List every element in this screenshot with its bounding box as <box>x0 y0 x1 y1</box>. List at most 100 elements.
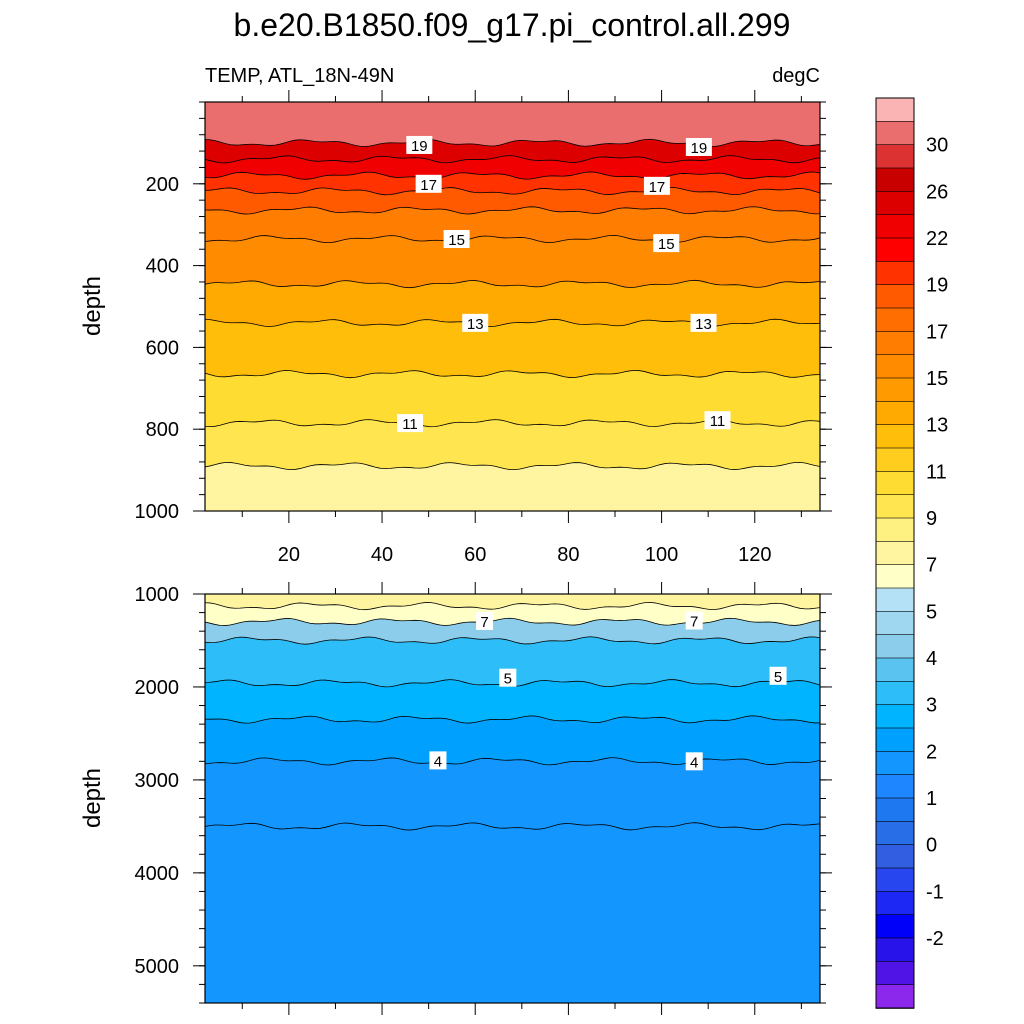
contour-line <box>205 187 820 196</box>
colorbar-swatch <box>875 307 915 333</box>
contour-label-box <box>685 611 703 630</box>
y-axis-label: depth <box>79 276 106 336</box>
contour-label-text: 13 <box>695 316 712 333</box>
contour-label-box <box>643 176 670 195</box>
colorbar-swatch <box>875 261 915 286</box>
colorbar-swatch <box>875 751 915 776</box>
y-tick-label: 1000 <box>135 501 180 523</box>
contour-label-text: 17 <box>649 179 666 196</box>
colorbar-label: -2 <box>926 928 944 950</box>
y-tick-label: 400 <box>146 256 179 278</box>
contour-line <box>205 617 820 626</box>
units-label: degC <box>772 65 820 87</box>
contour-line <box>205 206 820 215</box>
contour-label-box <box>769 666 787 685</box>
colorbar-label: 17 <box>926 321 948 343</box>
x-tick-label: 120 <box>738 544 771 566</box>
colorbar-swatch <box>875 634 915 659</box>
contour-label-text: 13 <box>467 316 484 333</box>
colorbar-label: 15 <box>926 368 948 390</box>
contour-label-text: 5 <box>504 671 512 688</box>
upper-panel: 19 19 17 17 15 15 13 13 11 11 200 400 600 800 1000 20 40… <box>79 90 832 566</box>
colorbar-swatch <box>875 237 915 263</box>
colorbar-swatch <box>875 331 915 356</box>
contour-label-text: 7 <box>480 614 488 631</box>
colorbar-label: -1 <box>926 881 944 903</box>
contour-line-label: 11 <box>397 414 423 433</box>
contour-line-label: 5 <box>769 666 787 686</box>
contour-label-box <box>653 234 680 253</box>
colorbar-swatch <box>875 984 915 1009</box>
x-tick-label: 80 <box>557 544 579 566</box>
lower-panel: 7 7 5 5 4 4 1000 2000 3000 4000 5000 depth <box>79 582 832 1015</box>
contour-line-label: 7 <box>476 611 494 631</box>
colorbar-swatch <box>875 564 915 589</box>
colorbar-swatch <box>875 377 915 403</box>
contour-line <box>205 318 820 327</box>
contour-line <box>205 171 820 180</box>
contour-label-box <box>704 411 731 430</box>
y-tick-label: 600 <box>146 337 179 359</box>
contour-line-label: 15 <box>443 230 470 249</box>
y-tick-label: 200 <box>146 174 179 196</box>
contour-label-text: 4 <box>690 754 698 771</box>
colorbar-swatch <box>875 121 915 146</box>
colorbar-label: 3 <box>926 695 937 717</box>
contour-label-box <box>685 752 703 771</box>
figure-title: b.e20.B1850.f09_g17.pi_control.all.299 <box>234 7 791 43</box>
colorbar-swatch <box>875 541 915 566</box>
colorbar-frame <box>875 97 915 1009</box>
colorbar-label: 26 <box>926 181 948 203</box>
contour-band <box>205 822 820 1003</box>
colorbar-label: 9 <box>926 508 937 530</box>
y-tick-label: 4000 <box>135 863 180 885</box>
contour-area <box>205 102 820 511</box>
colorbar-swatch <box>875 354 915 379</box>
contour-label-box <box>690 313 717 332</box>
contour-label-text: 11 <box>710 413 726 430</box>
colorbar-swatch <box>875 284 915 309</box>
colorbar-swatch <box>875 961 915 986</box>
contour-label-text: 11 <box>402 416 418 433</box>
contour-label-text: 19 <box>411 138 428 155</box>
colorbar-swatch <box>875 657 915 683</box>
contour-line <box>205 822 820 831</box>
y-tick-label: 2000 <box>135 677 180 699</box>
colorbar-swatch <box>875 494 915 519</box>
contour-label-text: 19 <box>691 140 708 157</box>
x-tick-label: 60 <box>464 544 486 566</box>
colorbar-swatch <box>875 167 915 193</box>
contour-line-label: 13 <box>690 313 717 333</box>
colorbar-swatch <box>875 867 915 893</box>
colorbar-swatch <box>875 587 915 613</box>
contour-label-text: 4 <box>434 753 442 770</box>
colorbar-swatch <box>875 727 915 753</box>
contour-band <box>205 462 820 511</box>
colorbar-swatch <box>875 891 915 916</box>
contour-line-label: 15 <box>653 234 680 253</box>
contour-label-box <box>499 668 517 687</box>
plot-frame <box>204 101 821 512</box>
contour-label-text: 7 <box>690 613 698 630</box>
colorbar-label: 11 <box>926 461 947 483</box>
colorbar-swatch <box>875 704 915 729</box>
colorbar-swatch <box>875 797 915 823</box>
colorbar-swatch <box>875 937 915 963</box>
colorbar-swatch <box>875 681 915 706</box>
contour-line-label: 7 <box>685 611 703 630</box>
colorbar-swatch <box>875 844 915 869</box>
colorbar-label: 0 <box>926 835 937 857</box>
colorbar-label: 13 <box>926 415 948 437</box>
y-tick-label: 3000 <box>135 770 180 792</box>
x-tick-label: 40 <box>371 544 393 566</box>
contour-area <box>205 594 820 1003</box>
colorbar-swatch <box>875 447 915 473</box>
contour-line <box>205 636 820 645</box>
contour-line <box>205 279 820 289</box>
colorbar-label: 2 <box>926 741 937 763</box>
contour-line-label: 4 <box>429 751 447 770</box>
contour-line <box>205 757 820 766</box>
colorbar: 30 26 22 19 17 15 13 11 9 7 5 4 3 2 1 0 -1 -2 <box>875 97 948 1009</box>
contour-line-label: 13 <box>462 313 489 333</box>
